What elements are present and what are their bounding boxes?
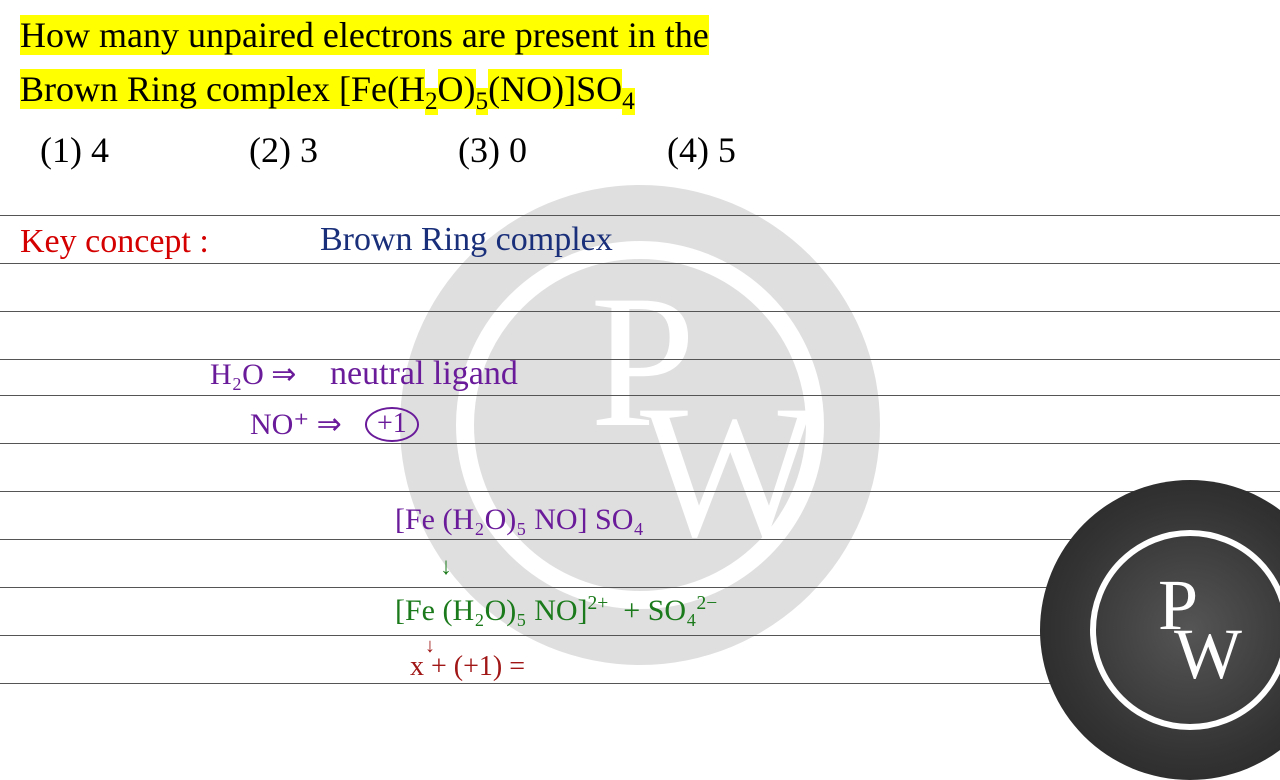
dissoc-right-sup: 2−: [697, 593, 718, 614]
arrow-down-1: ↓: [440, 553, 452, 581]
options-row: (1) 4 (2) 3 (3) 0 (4) 5: [20, 121, 1260, 179]
question-line-1: How many unpaired electrons are present …: [20, 8, 1260, 62]
option-3: (3) 0: [458, 129, 527, 171]
question-text-2b: O): [438, 69, 476, 109]
sub-5: 5: [476, 88, 489, 115]
question-text-1: How many unpaired electrons are present …: [20, 15, 709, 55]
question-text-2c: (NO)]SO: [488, 69, 622, 109]
dissoc-left-sup: 2+: [588, 593, 609, 614]
no-charge-circled: +1: [365, 407, 419, 442]
sub-4: 4: [622, 88, 635, 115]
dissoc-plus: + SO₄: [623, 594, 696, 627]
dissoc-complex: [Fe (H₂O)₅ NO]2+ + SO₄2−: [395, 593, 717, 628]
no-left: NO⁺ ⇒: [250, 407, 342, 442]
question-text-2a: Brown Ring complex [Fe(H: [20, 69, 425, 109]
dissoc-left: [Fe (H₂O)₅ NO]: [395, 594, 588, 627]
question-block: How many unpaired electrons are present …: [0, 0, 1280, 183]
option-2: (2) 3: [249, 129, 318, 171]
formula-full: [Fe (H₂O)₅ NO] SO₄: [395, 503, 644, 537]
h2o-left: H₂O ⇒: [210, 357, 296, 392]
option-1: (1) 4: [40, 129, 109, 171]
corner-logo: P W: [1040, 480, 1280, 780]
sub-2: 2: [425, 88, 438, 115]
option-4: (4) 5: [667, 129, 736, 171]
logo-letter-w: W: [1174, 622, 1242, 687]
key-concept-value: Brown Ring complex: [320, 221, 613, 259]
oxidation-eq: x + (+1) =: [410, 651, 525, 683]
h2o-right: neutral ligand: [330, 355, 518, 393]
question-line-2: Brown Ring complex [Fe(H2O)5(NO)]SO4: [20, 62, 1260, 121]
key-concept-label: Key concept :: [20, 223, 209, 261]
